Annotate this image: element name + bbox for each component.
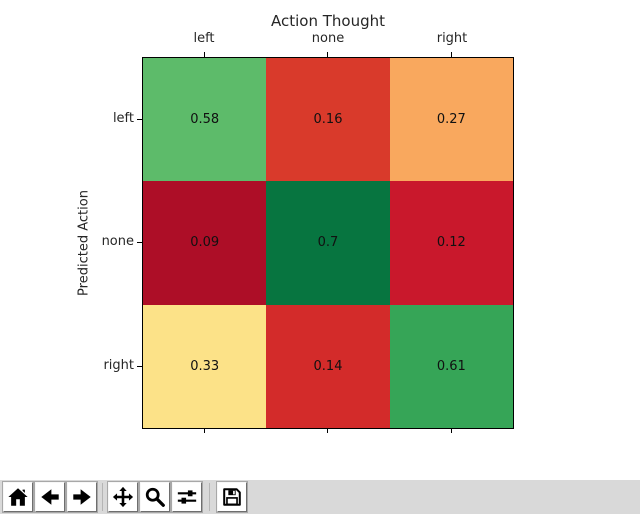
x-tick-label-none: none [311, 31, 345, 46]
heatmap-axes: 0.58 0.16 0.27 0.09 0.7 0.12 0.33 0.14 0… [142, 57, 514, 429]
y-axis-label: Predicted Action [76, 190, 92, 296]
heatmap-cell: 0.12 [389, 181, 513, 305]
x-tick-label-left: left [193, 31, 215, 46]
home-icon [7, 486, 29, 508]
heatmap-cell: 0.16 [266, 58, 390, 182]
tick-mark [137, 242, 142, 243]
x-tick-label-right: right [436, 31, 468, 46]
forward-arrow-icon [71, 486, 93, 508]
back-button[interactable] [34, 481, 66, 513]
heatmap-cell: 0.58 [143, 58, 267, 182]
tick-mark [327, 52, 328, 57]
tick-mark [451, 52, 452, 57]
chart-title: Action Thought [270, 12, 385, 30]
matplotlib-toolbar [0, 480, 640, 514]
floppy-disk-icon [221, 486, 243, 508]
pan-move-icon [112, 486, 134, 508]
tick-mark [204, 428, 205, 433]
toolbar-separator [102, 483, 103, 511]
heatmap-cell: 0.14 [266, 304, 390, 428]
home-button[interactable] [2, 481, 34, 513]
save-button[interactable] [216, 481, 248, 513]
configure-subplots-button[interactable] [171, 481, 203, 513]
tick-mark [137, 366, 142, 367]
tick-mark [451, 428, 452, 433]
sliders-icon [176, 486, 198, 508]
heatmap-cell: 0.09 [143, 181, 267, 305]
heatmap-cell: 0.61 [389, 304, 513, 428]
pan-button[interactable] [107, 481, 139, 513]
heatmap-cell: 0.33 [143, 304, 267, 428]
tick-mark [137, 119, 142, 120]
y-tick-label-none: none [101, 234, 134, 249]
forward-button[interactable] [66, 481, 98, 513]
y-tick-label-right: right [103, 358, 134, 373]
heatmap-cell: 0.27 [389, 58, 513, 182]
heatmap-cell: 0.7 [266, 181, 390, 305]
magnifier-icon [144, 486, 166, 508]
tick-mark [327, 428, 328, 433]
matplotlib-canvas: Action Thought left none right left none… [76, 12, 514, 433]
y-tick-label-left: left [112, 111, 134, 126]
toolbar-separator [209, 483, 210, 511]
back-arrow-icon [39, 486, 61, 508]
zoom-button[interactable] [139, 481, 171, 513]
x-tick-labels: left none right [142, 31, 514, 46]
tick-mark [204, 52, 205, 57]
